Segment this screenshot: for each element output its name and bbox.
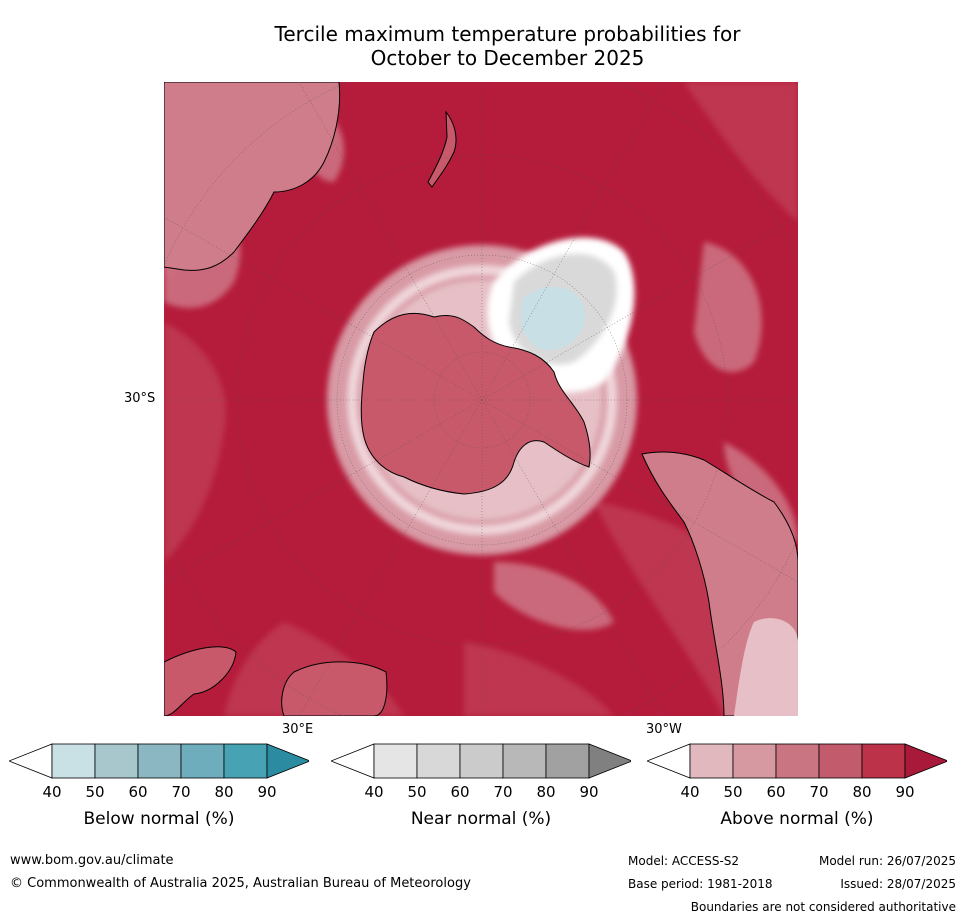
- colorbar-near-swatches: [329, 743, 634, 779]
- footer-disclaimer: Boundaries are not considered authoritat…: [690, 900, 956, 914]
- below-normal-region: [520, 286, 585, 351]
- colorbar-near-title: Near normal (%): [410, 809, 552, 829]
- colorbar-below-swatch: [51, 743, 96, 779]
- colorbar-near-swatch: [459, 743, 504, 779]
- colorbar-below-title: Below normal (%): [83, 809, 235, 829]
- new-zealand: [427, 110, 457, 188]
- colorbar-near-tick-label: 50: [407, 783, 427, 801]
- colorbar-below-swatches: [7, 743, 312, 779]
- colorbar-above-tick-label: 90: [895, 783, 915, 801]
- colorbar-below-high-triangle: [266, 743, 312, 779]
- colorbar-near-tick-label: 80: [536, 783, 556, 801]
- colorbar-below-swatch: [137, 743, 182, 779]
- colorbar-below-tick-label: 90: [257, 783, 277, 801]
- colorbar-near: 40 50 60 70 80 90 Near normal (%): [329, 743, 634, 863]
- footer-website: www.bom.gov.au/climate: [10, 853, 174, 868]
- south-polar-map: [164, 82, 798, 716]
- lat-label-30s: 30°S: [124, 391, 156, 406]
- colorbar-near-tick-label: 70: [493, 783, 513, 801]
- colorbar-above-low-triangle: [645, 743, 691, 779]
- colorbar-above-tick-label: 50: [723, 783, 743, 801]
- colorbar-below-tick-label: 60: [128, 783, 148, 801]
- colorbar-above-title: Above normal (%): [720, 809, 874, 829]
- colorbar-below-tick-label: 70: [171, 783, 191, 801]
- colorbar-above-swatch: [861, 743, 906, 779]
- graticule: [164, 82, 798, 716]
- footer-base-period: Base period: 1981-2018: [628, 877, 773, 891]
- colorbar-near-tick-label: 40: [364, 783, 384, 801]
- lon-label-30w: 30°W: [646, 722, 682, 737]
- colorbar-below-swatch: [94, 743, 139, 779]
- south-america-light: [734, 618, 798, 716]
- colorbar-below-swatch: [180, 743, 225, 779]
- chart-title: Tercile maximum temperature probabilitie…: [150, 22, 865, 70]
- colorbar-below-tick-label: 50: [85, 783, 105, 801]
- antarctica: [360, 312, 591, 495]
- colorbar-above-swatch: [732, 743, 777, 779]
- title-line-1: Tercile maximum temperature probabilitie…: [274, 22, 741, 46]
- colorbar-above-tick-label: 60: [766, 783, 786, 801]
- colorbar-near-swatch: [416, 743, 461, 779]
- australia: [164, 82, 341, 271]
- colorbar-near-swatch: [502, 743, 547, 779]
- colorbar-near-swatch: [373, 743, 418, 779]
- colorbar-near-tick-label: 60: [450, 783, 470, 801]
- africa: [164, 646, 237, 716]
- colorbar-below-tick-label: 40: [42, 783, 62, 801]
- colorbar-above-swatch: [818, 743, 863, 779]
- colorbar-above: 40 50 60 70 80 90 Above normal (%): [645, 743, 950, 863]
- colorbar-above-tick-label: 80: [852, 783, 872, 801]
- colorbar-above-tick-label: 70: [809, 783, 829, 801]
- colorbar-below: 40 50 60 70 80 90 Below normal (%): [7, 743, 312, 863]
- colorbar-below-low-triangle: [7, 743, 53, 779]
- madagascar: [281, 661, 388, 716]
- lon-label-30e: 30°E: [282, 722, 314, 737]
- title-line-2: October to December 2025: [370, 46, 645, 70]
- footer-model-run: Model run: 26/07/2025: [818, 854, 956, 868]
- colorbar-near-high-triangle: [588, 743, 634, 779]
- colorbar-above-high-triangle: [904, 743, 950, 779]
- footer-model: Model: ACCESS-S2: [628, 854, 740, 868]
- colorbar-above-tick-label: 40: [680, 783, 700, 801]
- footer-copyright: © Commonwealth of Australia 2025, Austra…: [10, 876, 471, 891]
- footer-issued: Issued: 28/07/2025: [840, 877, 956, 891]
- colorbar-near-low-triangle: [329, 743, 375, 779]
- colorbar-above-swatches: [645, 743, 950, 779]
- colorbar-near-swatch: [545, 743, 590, 779]
- colorbar-above-swatch: [775, 743, 820, 779]
- colorbar-below-swatch: [223, 743, 268, 779]
- colorbar-near-tick-label: 90: [579, 783, 599, 801]
- colorbar-below-tick-label: 80: [214, 783, 234, 801]
- colorbar-above-swatch: [689, 743, 734, 779]
